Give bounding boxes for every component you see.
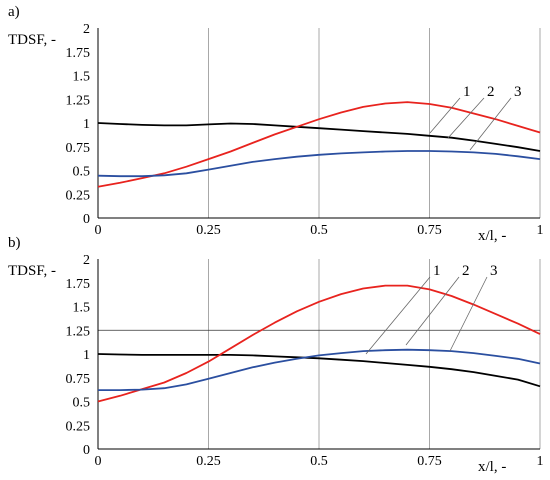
x-axis-label: x/l, -: [478, 228, 506, 244]
series-line-3: [98, 348, 541, 391]
legend-label: 2: [462, 263, 470, 279]
y-tick-label: 1.25: [66, 93, 91, 108]
legend-leader-line: [469, 97, 512, 151]
y-tick-label: 1.25: [66, 324, 91, 339]
y-tick-label: 0: [83, 212, 90, 227]
x-axis-label: x/l, -: [478, 459, 506, 475]
x-tick-label: 0.25: [196, 223, 221, 238]
series-line-3: [97, 150, 541, 178]
panel-label: a): [8, 4, 20, 20]
y-axis-label: TDSF, -: [8, 263, 56, 279]
legend-leader-line: [405, 276, 460, 346]
x-tick-label: 0: [95, 223, 102, 238]
x-tick-label: 1: [537, 223, 544, 238]
x-tick-label: 0: [95, 454, 102, 469]
legend-leader-line: [365, 276, 431, 355]
x-tick-label: 0.5: [310, 223, 328, 238]
y-tick-label: 1.75: [66, 277, 91, 292]
series-line-1: [97, 353, 541, 388]
series-line-2: [97, 101, 541, 188]
y-tick-label: 2: [83, 253, 90, 268]
legend-label: 3: [514, 84, 522, 100]
y-tick-label: 1.5: [73, 301, 91, 316]
y-tick-label: 1.75: [66, 46, 91, 61]
y-tick-label: 0.5: [73, 396, 91, 411]
x-tick-label: 0.5: [310, 454, 328, 469]
legend-leader-line: [449, 276, 488, 352]
x-tick-label: 0.75: [417, 454, 442, 469]
series-line-2: [97, 284, 541, 403]
x-tick-label: 0.75: [417, 223, 442, 238]
y-tick-label: 0: [83, 443, 90, 458]
y-tick-label: 0.75: [66, 372, 91, 387]
legend-label: 3: [490, 263, 498, 279]
legend-leader-line: [429, 97, 461, 134]
x-tick-label: 0.25: [196, 454, 221, 469]
legend-label: 1: [433, 263, 441, 279]
y-tick-label: 1: [83, 117, 90, 132]
y-tick-label: 0.25: [66, 419, 91, 434]
panel-b-chart: 0 0.25 0.5 0.75 1 1.25 1.5 1.75 2 0 0.25 0.5 0.75 1 1 2…: [8, 235, 544, 475]
y-axis-label: TDSF, -: [8, 32, 56, 48]
x-tick-label: 1: [537, 454, 544, 469]
panel-label: b): [8, 235, 21, 251]
y-tick-label: 2: [83, 22, 90, 37]
series-line-1: [97, 122, 541, 152]
y-tick-label: 1: [83, 348, 90, 363]
y-tick-label: 0.75: [66, 141, 91, 156]
legend-label: 1: [463, 84, 471, 100]
legend-leader-line: [447, 97, 485, 139]
legend-label: 2: [487, 84, 495, 100]
y-tick-label: 1.5: [73, 70, 91, 85]
y-tick-label: 0.25: [66, 188, 91, 203]
y-tick-label: 0.5: [73, 165, 91, 180]
